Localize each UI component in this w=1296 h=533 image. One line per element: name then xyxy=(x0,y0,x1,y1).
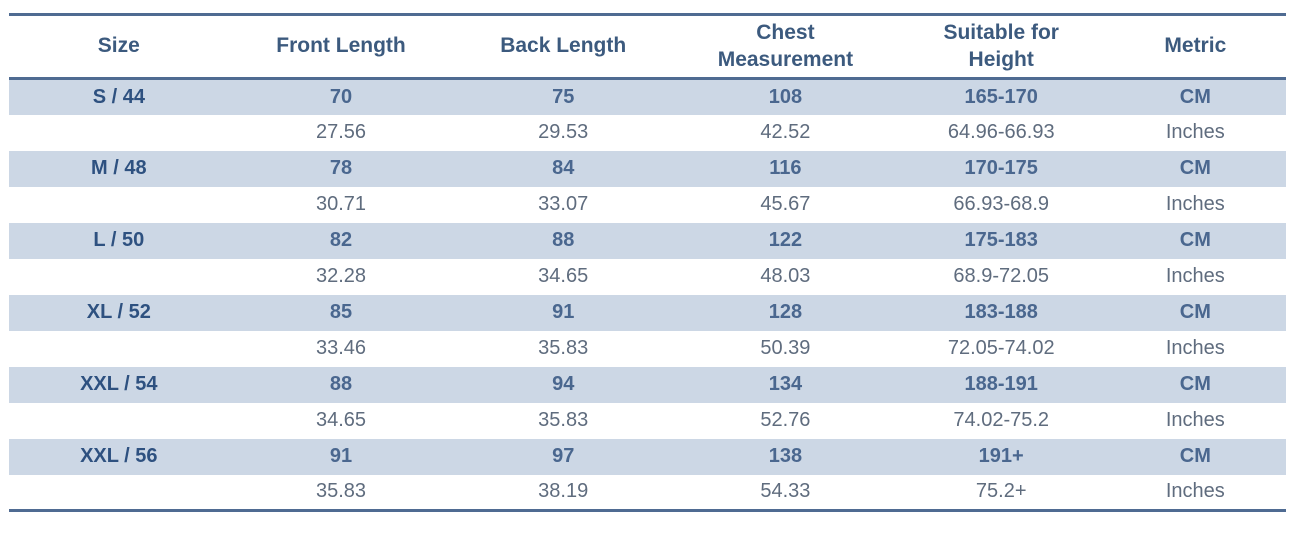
back-length-cell: 88 xyxy=(552,229,575,251)
front-length-cell: 70 xyxy=(329,85,353,108)
table-row-inches: 35.83 38.19 54.33 75.2+ Inches xyxy=(9,474,1286,511)
front-length-cell: 82 xyxy=(329,229,353,251)
size-cell: L / 50 xyxy=(93,229,145,251)
height-cell: 175-183 xyxy=(964,229,1038,251)
size-table-body: S / 44 70 75 108 165-170 CM 27.56 29.53 42.52 64.… xyxy=(9,78,1286,511)
header-metric: Metric xyxy=(1104,14,1286,80)
front-length-cell: 33.46 xyxy=(315,337,367,359)
size-cell xyxy=(9,115,229,151)
back-length-cell: 33.07 xyxy=(538,193,589,215)
chest-cell: 52.76 xyxy=(760,409,811,431)
height-cell: 72.05-74.02 xyxy=(947,337,1055,359)
table-row-cm: XXL / 54 88 94 134 188-191 CM xyxy=(9,366,1286,403)
metric-cell: Inches xyxy=(1165,265,1225,287)
back-length-cell: 35.83 xyxy=(538,337,589,359)
header-suitable-height: Suitable for Height xyxy=(897,14,1105,80)
back-length-cell: 75 xyxy=(552,85,575,108)
front-length-cell: 30.71 xyxy=(315,193,367,215)
chest-cell: 50.39 xyxy=(760,337,811,359)
chest-cell: 54.33 xyxy=(760,480,811,503)
metric-cell: Inches xyxy=(1165,480,1225,503)
table-row-cm: M / 48 78 84 116 170-175 CM xyxy=(9,150,1286,187)
metric-cell: CM xyxy=(1179,85,1211,108)
height-cell: 170-175 xyxy=(964,157,1038,179)
front-length-cell: 85 xyxy=(329,301,353,323)
height-cell: 165-170 xyxy=(964,85,1038,108)
height-cell: 74.02-75.2 xyxy=(953,409,1050,431)
back-length-cell: 34.65 xyxy=(538,265,589,287)
header-back-length: Back Length xyxy=(453,14,674,80)
table-row-inches: 27.56 29.53 42.52 64.96-66.93 Inches xyxy=(9,114,1286,151)
front-length-cell: 34.65 xyxy=(315,409,367,431)
table-row-inches: 33.46 35.83 50.39 72.05-74.02 Inches xyxy=(9,330,1286,367)
metric-cell: CM xyxy=(1179,301,1211,323)
table-row-inches: 34.65 35.83 52.76 74.02-75.2 Inches xyxy=(9,402,1286,439)
size-cell xyxy=(9,475,229,511)
chest-cell: 42.52 xyxy=(760,121,811,143)
front-length-cell: 91 xyxy=(329,445,353,467)
metric-cell: CM xyxy=(1179,229,1211,251)
chest-cell: 116 xyxy=(769,157,802,179)
metric-cell: Inches xyxy=(1165,193,1225,215)
front-length-cell: 88 xyxy=(329,373,353,395)
size-cell: XXL / 56 xyxy=(80,445,158,467)
chest-cell: 45.67 xyxy=(760,193,811,215)
table-row-cm: S / 44 70 75 108 165-170 CM xyxy=(9,78,1286,115)
metric-cell: CM xyxy=(1179,157,1211,179)
table-row-inches: 32.28 34.65 48.03 68.9-72.05 Inches xyxy=(9,258,1286,295)
metric-cell: CM xyxy=(1179,373,1211,395)
height-cell: 64.96-66.93 xyxy=(947,121,1055,143)
table-row-cm: L / 50 82 88 122 175-183 CM xyxy=(9,222,1286,259)
size-cell xyxy=(9,331,229,367)
back-length-cell: 35.83 xyxy=(538,409,589,431)
size-cell xyxy=(9,403,229,439)
back-length-cell: 94 xyxy=(552,373,575,395)
header-chest-measurement: Chest Measurement xyxy=(673,14,898,80)
metric-cell: Inches xyxy=(1165,337,1225,359)
metric-cell: Inches xyxy=(1165,409,1225,431)
header-front-length: Front Length xyxy=(228,14,454,80)
height-cell: 75.2+ xyxy=(975,480,1027,503)
size-cell: S / 44 xyxy=(92,85,145,108)
size-cell xyxy=(9,259,229,295)
height-cell: 183-188 xyxy=(964,301,1038,323)
back-length-cell: 91 xyxy=(552,301,575,323)
back-length-cell: 29.53 xyxy=(538,121,589,143)
front-length-cell: 78 xyxy=(329,157,353,179)
height-cell: 66.93-68.9 xyxy=(953,193,1050,215)
size-chart: Size Front Length Back Length Chest Meas… xyxy=(9,13,1286,512)
chest-cell: 128 xyxy=(768,301,803,323)
height-cell: 191+ xyxy=(978,445,1024,467)
size-cell: XL / 52 xyxy=(86,301,151,323)
header-size: Size xyxy=(9,14,229,80)
table-row-cm: XXL / 56 91 97 138 191+ CM xyxy=(9,438,1286,475)
height-cell: 188-191 xyxy=(964,373,1038,395)
table-row-cm: XL / 52 85 91 128 183-188 CM xyxy=(9,294,1286,331)
back-length-cell: 38.19 xyxy=(538,480,589,503)
front-length-cell: 27.56 xyxy=(315,121,367,143)
chest-cell: 108 xyxy=(768,85,803,108)
size-table-header: Size Front Length Back Length Chest Meas… xyxy=(9,14,1286,80)
back-length-cell: 84 xyxy=(552,157,575,179)
front-length-cell: 35.83 xyxy=(315,480,367,503)
table-row-inches: 30.71 33.07 45.67 66.93-68.9 Inches xyxy=(9,186,1286,223)
chest-cell: 48.03 xyxy=(760,265,811,287)
chest-cell: 134 xyxy=(768,373,803,395)
chest-cell: 122 xyxy=(768,229,803,251)
size-chart-table: Size Front Length Back Length Chest Meas… xyxy=(9,13,1286,512)
chest-cell: 138 xyxy=(768,445,803,467)
header-row: Size Front Length Back Length Chest Meas… xyxy=(9,14,1286,80)
size-cell xyxy=(9,187,229,223)
metric-cell: Inches xyxy=(1165,121,1225,143)
metric-cell: CM xyxy=(1179,445,1211,467)
height-cell: 68.9-72.05 xyxy=(953,265,1050,287)
size-cell: XXL / 54 xyxy=(80,373,158,395)
front-length-cell: 32.28 xyxy=(315,265,367,287)
back-length-cell: 97 xyxy=(552,445,575,467)
size-cell: M / 48 xyxy=(91,157,147,179)
